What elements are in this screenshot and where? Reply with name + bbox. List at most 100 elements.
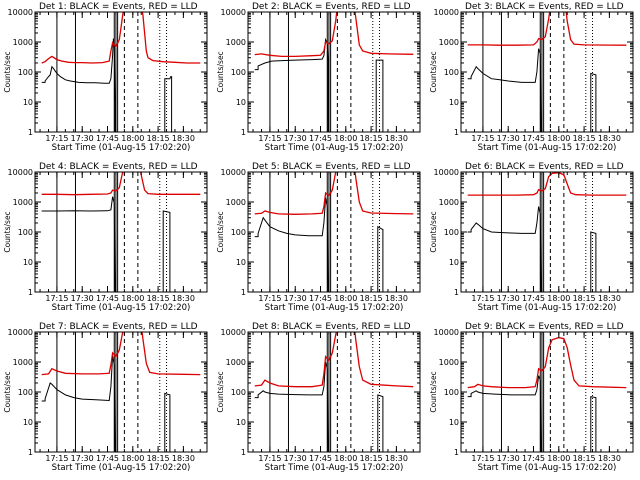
y-tick-label: 1000 [439, 358, 459, 367]
y-tick-label: 10 [23, 258, 33, 267]
y-tick-label: 10 [449, 258, 459, 267]
y-tick-label: 10 [23, 418, 33, 427]
x-axis-label: Start Time (01-Aug-15 17:02:20) [265, 303, 404, 313]
y-tick-label: 1000 [13, 358, 33, 367]
x-tick-label: 17:30 [284, 294, 307, 303]
y-tick-label: 1000 [13, 198, 33, 207]
plot-frame [34, 171, 208, 293]
y-axis-label: Counts/sec [3, 211, 12, 252]
y-tick-label: 1 [28, 288, 33, 297]
x-tick-label: 18:15 [147, 134, 170, 143]
series-line-events [467, 48, 597, 132]
x-axis-label: Start Time (01-Aug-15 17:02:20) [52, 143, 191, 153]
y-tick-label: 10000 [434, 328, 459, 337]
series-line-lld [467, 172, 627, 196]
y-tick-label: 10000 [434, 168, 459, 177]
y-tick-label: 100 [231, 228, 246, 237]
x-axis-label: Start Time (01-Aug-15 17:02:20) [478, 143, 617, 153]
y-tick-label: 1 [28, 448, 33, 457]
panel-det-4: Det 4: BLACK = Events, RED = LLD 1 10 100 10… [3, 162, 208, 313]
x-axis-label: Start Time (01-Aug-15 17:02:20) [52, 463, 191, 473]
y-tick-label: 1 [241, 128, 246, 137]
x-tick-label: 17:45 [309, 134, 332, 143]
plot-frame [247, 331, 421, 453]
time-markers [482, 332, 594, 452]
time-markers [56, 332, 168, 452]
x-tick-label: 17:30 [284, 454, 307, 463]
y-tick-label: 1 [454, 448, 459, 457]
y-tick-label: 100 [231, 68, 246, 77]
y-tick-label: 10 [236, 418, 246, 427]
y-tick-label: 1 [241, 288, 246, 297]
y-tick-label: 1000 [226, 198, 246, 207]
y-tick-label: 100 [444, 228, 459, 237]
series-line-lld [254, 332, 414, 388]
y-tick-label: 1000 [13, 38, 33, 47]
x-tick-label: 18:30 [172, 134, 195, 143]
series-line-events [41, 355, 171, 452]
series-group [41, 12, 201, 132]
panel-title: Det 1: BLACK = Events, RED = LLD [39, 2, 198, 12]
y-tick-label: 10000 [8, 8, 33, 17]
x-tick-label: 17:45 [96, 294, 119, 303]
panel-title: Det 4: BLACK = Events, RED = LLD [39, 162, 198, 172]
x-tick-label: 17:45 [96, 134, 119, 143]
x-axis-label: Start Time (01-Aug-15 17:02:20) [265, 463, 404, 473]
series-line-lld [41, 172, 201, 196]
plot-frame [460, 331, 634, 453]
panel-det-8: Det 8: BLACK = Events, RED = LLD 1 10 100 10… [216, 322, 421, 473]
panel-title: Det 9: BLACK = Events, RED = LLD [465, 322, 624, 332]
y-tick-label: 10000 [434, 8, 459, 17]
series-group [254, 332, 414, 452]
x-tick-label: 18:00 [121, 134, 144, 143]
x-tick-label: 17:15 [258, 454, 281, 463]
x-tick-label: 17:45 [522, 134, 545, 143]
x-axis-label: Start Time (01-Aug-15 17:02:20) [478, 463, 617, 473]
y-tick-label: 1000 [439, 198, 459, 207]
x-tick-label: 18:00 [334, 134, 357, 143]
x-tick-label: 17:15 [471, 294, 494, 303]
x-tick-label: 17:30 [497, 294, 520, 303]
panel-title: Det 6: BLACK = Events, RED = LLD [465, 162, 624, 172]
x-tick-label: 17:30 [71, 454, 94, 463]
y-tick-label: 10 [23, 98, 33, 107]
y-tick-label: 100 [18, 228, 33, 237]
x-tick-label: 18:30 [172, 454, 195, 463]
panel-det-5: Det 5: BLACK = Events, RED = LLD 1 10 100 10… [216, 162, 421, 313]
panel-title: Det 8: BLACK = Events, RED = LLD [252, 322, 411, 332]
plot-frame [460, 171, 634, 293]
plot-frame [247, 171, 421, 293]
x-tick-label: 18:00 [121, 454, 144, 463]
y-axis-label: Counts/sec [216, 211, 225, 252]
y-tick-label: 10000 [8, 168, 33, 177]
x-tick-label: 18:30 [172, 294, 195, 303]
y-axis-label: Counts/sec [216, 51, 225, 92]
series-group [41, 332, 201, 452]
time-markers [269, 332, 381, 452]
x-tick-label: 18:30 [385, 134, 408, 143]
y-axis-label: Counts/sec [3, 51, 12, 92]
series-group [467, 336, 627, 452]
y-tick-label: 1 [28, 128, 33, 137]
x-tick-label: 17:45 [96, 454, 119, 463]
x-tick-label: 17:45 [309, 454, 332, 463]
x-tick-label: 18:15 [360, 454, 383, 463]
panel-title: Det 7: BLACK = Events, RED = LLD [39, 322, 198, 332]
y-axis-label: Counts/sec [429, 51, 438, 92]
panel-det-3: Det 3: BLACK = Events, RED = LLD 1 10 100 10… [429, 2, 634, 153]
x-tick-label: 17:15 [471, 134, 494, 143]
y-axis-label: Counts/sec [3, 371, 12, 412]
x-tick-label: 18:30 [385, 294, 408, 303]
time-markers [482, 172, 594, 292]
panel-det-6: Det 6: BLACK = Events, RED = LLD 1 10 100 10… [429, 162, 634, 313]
x-tick-label: 18:00 [334, 294, 357, 303]
series-group [41, 172, 201, 292]
x-tick-label: 17:30 [284, 134, 307, 143]
y-tick-label: 10 [236, 258, 246, 267]
series-line-events [41, 196, 171, 292]
x-tick-label: 18:00 [121, 294, 144, 303]
series-line-events [254, 361, 384, 452]
x-tick-label: 18:15 [573, 454, 596, 463]
x-tick-label: 18:15 [573, 134, 596, 143]
